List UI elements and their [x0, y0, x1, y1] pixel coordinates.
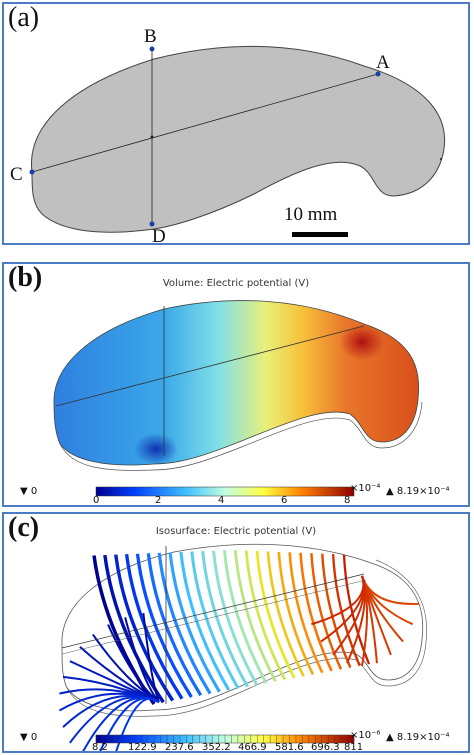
- isosurface-line: [255, 550, 296, 679]
- isosurface-line: [115, 697, 160, 751]
- colorbar-tick: 4: [218, 495, 225, 506]
- isosurface-line: [310, 553, 343, 670]
- colorbar-exponent-c: ×10⁻⁶: [350, 730, 381, 741]
- isosurface-line: [331, 554, 361, 667]
- colorbar-tick: 0: [93, 495, 100, 506]
- isosurface-line: [212, 550, 259, 686]
- isosurface-plot: [58, 543, 427, 751]
- colorbar-tick: 122.9: [128, 742, 157, 753]
- panel-c-title: Isosurface: Electric potential (V): [155, 526, 317, 537]
- isosurface-line: [190, 551, 240, 690]
- line-cd: [31, 73, 379, 173]
- isosurface-line: [244, 550, 287, 681]
- isosurface-line: [321, 553, 352, 668]
- isosurface-line: [223, 550, 268, 684]
- isosurface-line: [58, 692, 160, 712]
- potential-volume-plot: [53, 300, 423, 497]
- potential-min-spot: [134, 433, 178, 465]
- colorbar-tick: 6: [281, 495, 288, 506]
- point-c: [29, 169, 35, 175]
- isosurface-line: [233, 550, 277, 683]
- colorbar-tick: 352.2: [202, 742, 231, 753]
- kidney-bottom-edge: [59, 401, 423, 471]
- point-b-label: B: [144, 26, 157, 47]
- isosurface-line: [168, 552, 221, 693]
- edge-mark: [440, 158, 442, 160]
- max-marker-c: ▲ 8.19×10⁻⁴: [386, 732, 450, 743]
- line-cd-b: [55, 325, 365, 407]
- colorbar-tick: 8: [344, 495, 351, 506]
- point-d: [149, 221, 155, 227]
- kidney-geometry: [29, 45, 446, 237]
- colorbar-b: [95, 486, 355, 497]
- point-b: [149, 46, 155, 52]
- min-marker-c: ▼ 0: [20, 732, 38, 743]
- center-point: [150, 135, 154, 139]
- colorbar-tick: 581.6: [275, 742, 304, 753]
- isosurface-line: [142, 612, 160, 703]
- point-d-label: D: [152, 226, 166, 245]
- isosurface-line: [157, 552, 212, 695]
- isosurface-line: [103, 554, 165, 704]
- point-c-label: C: [10, 164, 23, 185]
- isosurface-line: [201, 551, 249, 688]
- colorbar-tick: 466.9: [238, 742, 267, 753]
- potential-max-spot: [340, 324, 384, 360]
- colorbar-tick: 237.6: [165, 742, 194, 753]
- kidney-surface-b: [53, 300, 420, 466]
- scale-bar: [292, 232, 348, 237]
- colorbar-exponent-b: ×10⁻⁴: [350, 483, 381, 494]
- colorbar-tick: 8.2: [92, 742, 108, 753]
- panel-a: (a) A B C D 10 mm: [2, 2, 470, 245]
- colorbar-tick: 811: [344, 742, 364, 753]
- kidney-shape: [31, 45, 446, 233]
- isosurface-line: [288, 552, 324, 674]
- line-cd-c: [61, 573, 365, 649]
- panel-b: (b) Volume: Electric potential (V): [2, 262, 470, 507]
- kidney-outline-c-bottom: [65, 559, 427, 717]
- point-a-label: A: [376, 52, 390, 73]
- panel-b-label: (b): [8, 262, 43, 293]
- max-marker-b: ▲ 8.19×10⁻⁴: [386, 486, 450, 497]
- panel-c-label: (c): [8, 512, 40, 543]
- kidney-outline-c: [61, 543, 424, 712]
- isosurface-line: [266, 551, 305, 677]
- panel-a-label: (a): [8, 2, 40, 33]
- colorbar-tick: 2: [155, 495, 162, 506]
- isosurface-line: [124, 617, 160, 703]
- isosurface-line: [311, 575, 365, 626]
- min-marker-b: ▼ 0: [20, 486, 38, 497]
- panel-c: (c) Isosurface: Electric potential (V) ▼…: [2, 512, 470, 753]
- isosurface-line: [277, 551, 315, 676]
- isosurface-line: [299, 552, 333, 672]
- colorbar-tick: 696.3: [311, 742, 340, 753]
- point-a: [375, 71, 381, 77]
- scale-bar-label: 10 mm: [284, 204, 338, 225]
- line-cd-c-2: [61, 579, 367, 655]
- isosurface-lines: [58, 550, 420, 751]
- panel-b-title: Volume: Electric potential (V): [162, 278, 310, 289]
- isosurface-line: [114, 554, 175, 702]
